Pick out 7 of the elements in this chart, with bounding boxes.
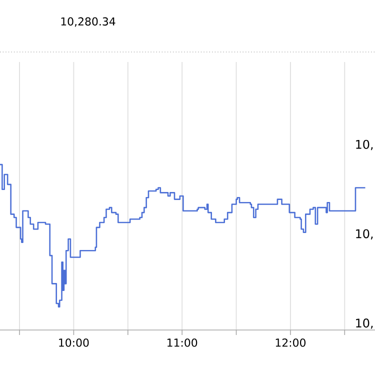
x-tick-label: 10:00 <box>59 338 89 347</box>
annotation: 10, <box>356 229 373 240</box>
text: 10, <box>356 140 373 150</box>
x-tick-label: 11:00 <box>167 338 198 347</box>
x-tick-label: 12:00 <box>276 338 306 347</box>
chart-title: 10,280.34 <box>61 17 116 27</box>
annotation: 10, <box>356 318 373 329</box>
